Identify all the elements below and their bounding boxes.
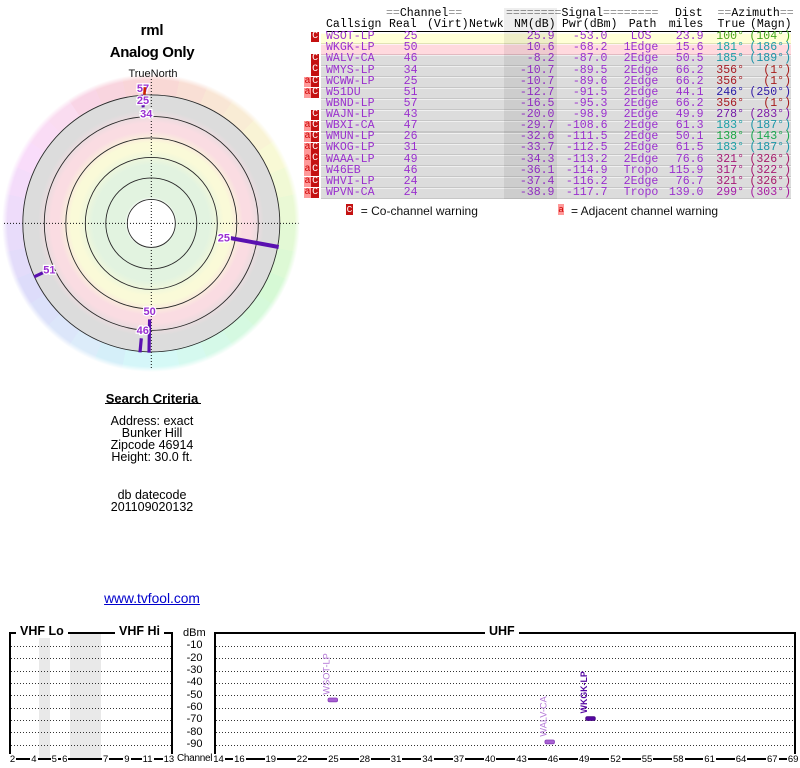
svg-text:50: 50 <box>144 306 156 318</box>
svg-text:51: 51 <box>43 265 55 277</box>
svg-text:46: 46 <box>137 325 149 337</box>
svg-text:WKGK-LP: WKGK-LP <box>579 671 589 713</box>
svg-text:WSOT-LP: WSOT-LP <box>322 653 332 694</box>
svg-text:25: 25 <box>137 95 149 107</box>
svg-text:25: 25 <box>218 233 230 245</box>
svg-text:34: 34 <box>140 109 153 121</box>
svg-text:WALV-CA: WALV-CA <box>538 695 548 736</box>
svg-text:57: 57 <box>137 83 149 95</box>
